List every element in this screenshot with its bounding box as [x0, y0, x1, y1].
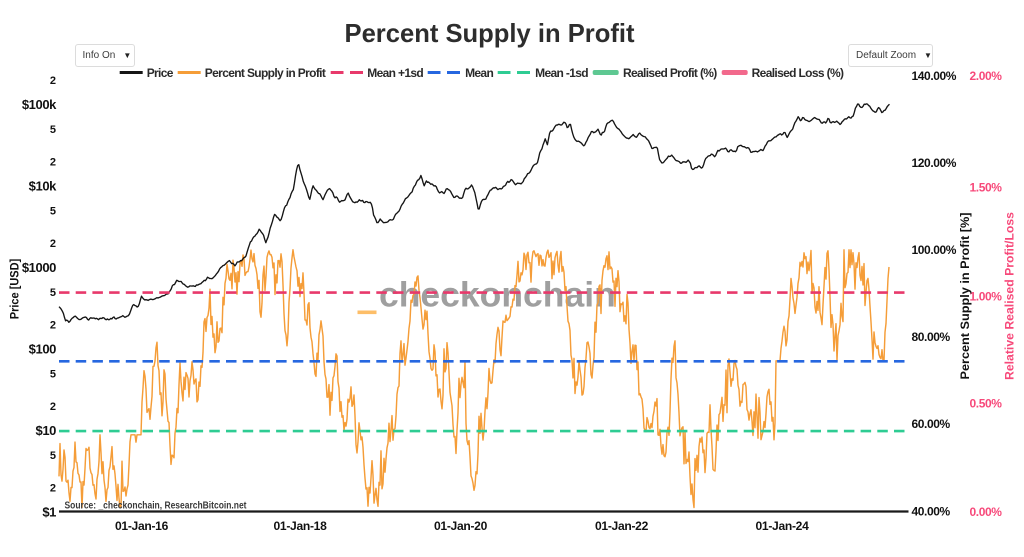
- svg-text:2: 2: [50, 319, 56, 331]
- svg-text:Percent Supply in Profit [%]: Percent Supply in Profit [%]: [958, 212, 972, 379]
- svg-text:2: 2: [50, 238, 56, 250]
- svg-text:5: 5: [50, 205, 56, 217]
- svg-text:2: 2: [50, 401, 56, 413]
- svg-text:0.50%: 0.50%: [970, 396, 1003, 410]
- svg-text:1.00%: 1.00%: [970, 289, 1003, 303]
- svg-text:5: 5: [50, 287, 56, 299]
- svg-text:5: 5: [50, 368, 56, 380]
- svg-text:140.00%: 140.00%: [912, 69, 957, 83]
- svg-text:Relative Realised Profit/Loss: Relative Realised Profit/Loss: [1003, 212, 1017, 380]
- svg-text:2: 2: [50, 75, 56, 87]
- svg-text:100.00%: 100.00%: [912, 243, 957, 257]
- svg-text:120.00%: 120.00%: [912, 156, 957, 170]
- svg-text:2: 2: [50, 482, 56, 494]
- svg-text:5: 5: [50, 450, 56, 462]
- svg-text:Percent Supply in Profit: Percent Supply in Profit: [345, 18, 635, 48]
- svg-text:$1: $1: [42, 505, 56, 520]
- svg-text:01-Jan-18: 01-Jan-18: [274, 519, 328, 533]
- svg-text:60.00%: 60.00%: [912, 417, 951, 431]
- svg-text:01-Jan-24: 01-Jan-24: [756, 519, 810, 533]
- svg-text:$100: $100: [29, 342, 56, 357]
- svg-text:80.00%: 80.00%: [912, 330, 951, 344]
- svg-text:2.00%: 2.00%: [970, 69, 1003, 83]
- svg-text:2: 2: [50, 156, 56, 168]
- svg-text:1.50%: 1.50%: [970, 180, 1003, 194]
- svg-text:40.00%: 40.00%: [912, 504, 951, 518]
- svg-text:5: 5: [50, 124, 56, 136]
- svg-text:01-Jan-22: 01-Jan-22: [595, 519, 649, 533]
- svg-text:$10: $10: [36, 423, 57, 438]
- svg-text:Source: _checkonchain, Researc: Source: _checkonchain, ResearchBitcoin.n…: [65, 501, 248, 512]
- svg-text:Price [USD]: Price [USD]: [8, 259, 22, 320]
- svg-text:$10k: $10k: [29, 179, 57, 194]
- svg-text:$1000: $1000: [22, 260, 56, 275]
- svg-text:01-Jan-20: 01-Jan-20: [434, 519, 488, 533]
- svg-text:01-Jan-16: 01-Jan-16: [115, 519, 169, 533]
- svg-text:0.00%: 0.00%: [970, 505, 1003, 519]
- svg-text:$100k: $100k: [22, 97, 57, 112]
